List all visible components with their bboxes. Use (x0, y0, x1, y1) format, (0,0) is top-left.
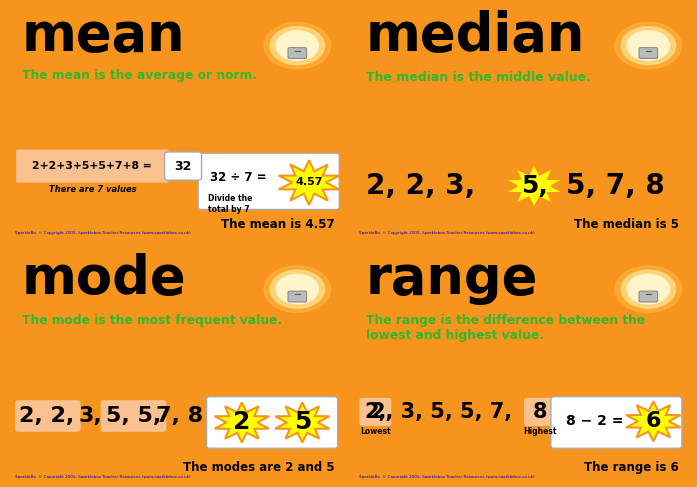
Text: SparkleBo. © Copyright 2005, Sparklebox Teacher Resources (www.sparklebox.co.uk): SparkleBo. © Copyright 2005, Sparklebox … (15, 231, 191, 235)
FancyBboxPatch shape (639, 48, 657, 58)
Circle shape (258, 18, 337, 73)
Text: Lowest: Lowest (360, 427, 390, 436)
Text: 5, 5,: 5, 5, (107, 406, 162, 426)
Circle shape (264, 22, 330, 69)
FancyBboxPatch shape (288, 291, 307, 302)
Text: The mean is 4.57: The mean is 4.57 (221, 218, 335, 231)
FancyBboxPatch shape (639, 291, 657, 302)
FancyBboxPatch shape (206, 396, 337, 449)
Circle shape (609, 18, 688, 73)
Text: SparkleBo. © Copyright 2005, Sparklebox Teacher Resources (www.sparklebox.co.uk): SparkleBo. © Copyright 2005, Sparklebox … (15, 475, 191, 479)
Text: 6: 6 (645, 412, 661, 431)
Circle shape (621, 270, 675, 308)
Text: SparkleBo. © Copyright 2005, Sparklebox Teacher Resources (www.sparklebox.co.uk): SparkleBo. © Copyright 2005, Sparklebox … (360, 475, 535, 479)
Circle shape (627, 274, 670, 304)
Text: 2, 2,: 2, 2, (20, 406, 75, 426)
FancyBboxPatch shape (101, 400, 167, 432)
Polygon shape (279, 160, 339, 205)
Text: •Subtract the lowest value from the highest.: •Subtract the lowest value from the high… (366, 378, 621, 388)
FancyBboxPatch shape (288, 48, 307, 58)
Text: 8: 8 (533, 402, 547, 422)
Text: •Add up all of the values to find a total.: •Add up all of the values to find a tota… (22, 90, 248, 100)
Circle shape (621, 27, 675, 65)
Text: •The median is the middle value.: •The median is the middle value. (366, 113, 556, 123)
Text: The range is 6: The range is 6 (584, 461, 679, 474)
Text: The mode is the most frequent value.: The mode is the most frequent value. (22, 315, 282, 327)
Text: mode: mode (22, 253, 186, 305)
FancyBboxPatch shape (551, 396, 682, 449)
Text: 3,: 3, (79, 406, 102, 426)
FancyBboxPatch shape (360, 398, 391, 426)
Text: The range is the difference between the
lowest and highest value.: The range is the difference between the … (366, 315, 645, 342)
Text: 2+2+3+5+5+7+8 =: 2+2+3+5+5+7+8 = (33, 161, 152, 171)
Text: mean: mean (22, 10, 185, 62)
Circle shape (276, 31, 319, 60)
Text: •You can have more than one mode.: •You can have more than one mode. (22, 378, 227, 388)
Circle shape (615, 266, 682, 312)
Text: There are 7 values: There are 7 values (49, 185, 136, 194)
Polygon shape (215, 403, 269, 442)
FancyBboxPatch shape (15, 400, 81, 432)
Text: 32 ÷ 7 =: 32 ÷ 7 = (210, 171, 266, 184)
Circle shape (270, 27, 325, 65)
Text: •If there are two values in the middle,
  find the mean of these two.: •If there are two values in the middle, … (366, 134, 584, 156)
Text: •Put all of the values into order.: •Put all of the values into order. (366, 92, 549, 102)
Text: •Divide the total by the number of values you
   added together.: •Divide the total by the number of value… (22, 111, 285, 132)
Text: 5,: 5, (521, 174, 547, 198)
Polygon shape (504, 164, 565, 208)
Text: •The mode is the value that appears the most.: •The mode is the value that appears the … (22, 357, 284, 367)
Text: The median is 5: The median is 5 (574, 218, 679, 231)
Text: The modes are 2 and 5: The modes are 2 and 5 (183, 461, 335, 474)
Text: range: range (366, 253, 539, 305)
Text: The median is the middle value.: The median is the middle value. (366, 71, 591, 84)
Circle shape (615, 22, 682, 69)
FancyBboxPatch shape (164, 152, 201, 180)
Text: Highest: Highest (523, 427, 557, 436)
Polygon shape (626, 401, 680, 441)
Polygon shape (275, 403, 330, 442)
Text: 8 − 2 =: 8 − 2 = (566, 414, 623, 428)
Text: 2, 3, 5, 5, 7,: 2, 3, 5, 5, 7, (371, 402, 512, 422)
Circle shape (609, 262, 688, 317)
Text: 7, 8: 7, 8 (156, 406, 204, 426)
Text: 2, 2, 3,: 2, 2, 3, (366, 172, 475, 200)
Circle shape (270, 270, 325, 308)
Text: •Find the highest and lowest values.: •Find the highest and lowest values. (366, 357, 574, 367)
Text: median: median (366, 10, 585, 62)
FancyBboxPatch shape (198, 153, 339, 209)
Text: 2: 2 (233, 411, 250, 434)
Text: Divide the
total by 7: Divide the total by 7 (208, 194, 252, 214)
Text: SparkleBo. © Copyright 2005, Sparklebox Teacher Resources (www.sparklebox.co.uk): SparkleBo. © Copyright 2005, Sparklebox … (360, 231, 535, 235)
FancyBboxPatch shape (15, 149, 169, 184)
Text: 5: 5 (293, 411, 311, 434)
Text: 2,: 2, (364, 402, 386, 422)
Circle shape (264, 266, 330, 312)
Text: •Count how many of each value appears.: •Count how many of each value appears. (22, 336, 254, 346)
Circle shape (276, 274, 319, 304)
Circle shape (627, 31, 670, 60)
Text: 32: 32 (174, 160, 192, 172)
Text: The mean is the average or norm.: The mean is the average or norm. (22, 69, 256, 82)
Circle shape (258, 262, 337, 317)
Text: 5, 7, 8: 5, 7, 8 (566, 172, 665, 200)
FancyBboxPatch shape (524, 398, 556, 426)
Text: 4.57: 4.57 (296, 177, 323, 187)
